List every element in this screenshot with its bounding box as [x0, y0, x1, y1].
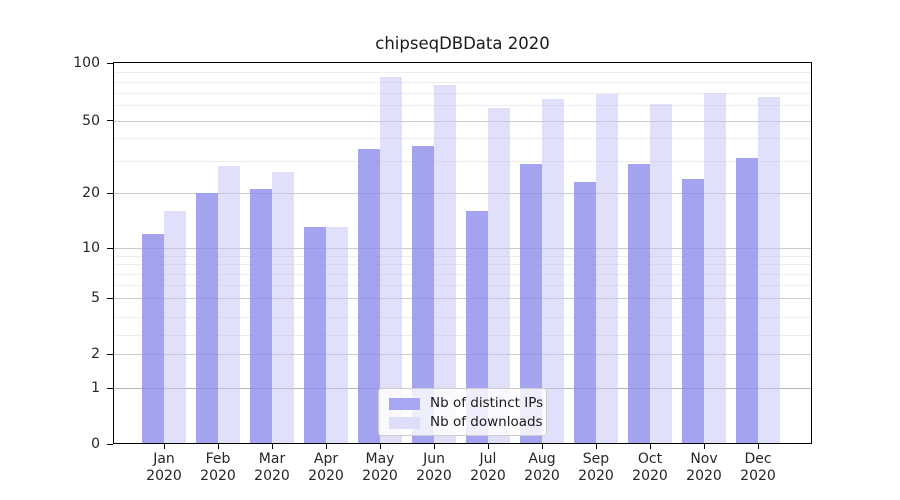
minor-gridline [113, 255, 812, 257]
major-gridline [113, 354, 812, 355]
bar-downloads-mar [272, 172, 294, 444]
x-tick-mark [379, 444, 381, 449]
minor-gridline [113, 264, 812, 266]
y-axis-tick-label: 20 [82, 185, 100, 201]
x-tick-mark [595, 444, 597, 449]
bar-distinct-ips-jun [412, 146, 434, 444]
bar-distinct-ips-sep [574, 181, 596, 444]
legend: Nb of distinct IPs Nb of downloads [378, 388, 547, 436]
minor-gridline [113, 138, 812, 140]
bar-distinct-ips-apr [304, 227, 326, 444]
major-gridline [113, 193, 812, 194]
y-axis-tick-label: 0 [91, 436, 100, 452]
legend-swatch-downloads [389, 416, 420, 429]
bar-distinct-ips-oct [628, 163, 650, 444]
x-tick-mark [649, 444, 651, 449]
minor-gridline [113, 81, 812, 83]
y-tick-mark [107, 192, 113, 194]
y-axis-tick-label: 50 [82, 112, 100, 129]
x-tick-mark [703, 444, 705, 449]
bar-distinct-ips-aug [520, 163, 542, 444]
x-tick-mark [163, 444, 165, 449]
minor-gridline [113, 105, 812, 107]
y-tick-mark [107, 387, 113, 389]
y-axis-tick-label: 2 [91, 346, 100, 362]
y-tick-mark [107, 247, 113, 249]
minor-gridline [113, 273, 812, 275]
x-axis-tick-label: Mar 2020 [254, 451, 290, 484]
x-axis-tick-label: May 2020 [362, 451, 398, 484]
x-axis-tick-label: Jul 2020 [470, 451, 506, 484]
x-tick-mark [217, 444, 219, 449]
x-tick-mark [487, 444, 489, 449]
bar-distinct-ips-dec [736, 158, 758, 444]
bar-distinct-ips-jul [466, 210, 488, 444]
y-axis-tick-label: 1 [91, 380, 100, 396]
x-axis-tick-label: Nov 2020 [686, 451, 722, 484]
bar-downloads-apr [326, 227, 348, 444]
x-axis-tick-label: Aug 2020 [524, 451, 560, 484]
bar-downloads-dec [758, 97, 780, 444]
legend-label-downloads: Nb of downloads [430, 414, 543, 430]
legend-label-distinct-ips: Nb of distinct IPs [430, 395, 544, 411]
x-tick-mark [757, 444, 759, 449]
bar-downloads-feb [218, 166, 240, 444]
x-axis-tick-label: Jan 2020 [146, 451, 182, 484]
bar-downloads-oct [650, 104, 672, 444]
y-axis-tick-label: 5 [91, 290, 100, 306]
bar-distinct-ips-mar [250, 189, 272, 444]
y-axis-tick-label: 100 [73, 55, 100, 71]
x-tick-mark [433, 444, 435, 449]
minor-gridline [113, 316, 812, 318]
bar-downloads-aug [542, 98, 564, 444]
chart-title: chipseqDBData 2020 [375, 34, 550, 53]
y-axis-tick-label: 10 [82, 240, 100, 256]
legend-item-downloads: Nb of downloads [389, 414, 546, 431]
bar-distinct-ips-nov [682, 178, 704, 444]
bar-downloads-may [380, 77, 402, 444]
bar-distinct-ips-jan [142, 233, 164, 444]
bar-downloads-sep [596, 93, 618, 444]
x-axis-tick-label: Sep 2020 [578, 451, 614, 484]
x-axis-tick-label: Jun 2020 [416, 451, 452, 484]
x-axis-tick-label: Dec 2020 [740, 451, 776, 484]
y-tick-mark [107, 120, 113, 122]
bar-downloads-nov [704, 92, 726, 444]
y-tick-mark [107, 297, 113, 299]
major-gridline [113, 120, 812, 122]
x-tick-mark [271, 444, 273, 449]
minor-gridline [113, 71, 812, 73]
x-axis-tick-label: Apr 2020 [308, 451, 344, 484]
x-axis-tick-label: Feb 2020 [200, 451, 236, 484]
minor-gridline [113, 92, 812, 94]
bar-distinct-ips-feb [196, 193, 218, 444]
y-tick-mark [107, 443, 113, 445]
major-gridline [113, 248, 812, 249]
y-tick-mark [107, 353, 113, 355]
x-axis-tick-label: Oct 2020 [632, 451, 668, 484]
x-tick-mark [541, 444, 543, 449]
bar-downloads-jan [164, 210, 186, 444]
minor-gridline [113, 335, 812, 337]
y-tick-mark [107, 62, 113, 64]
legend-swatch-distinct-ips [389, 397, 420, 410]
x-tick-mark [325, 444, 327, 449]
legend-item-distinct-ips: Nb of distinct IPs [389, 395, 546, 412]
bar-distinct-ips-may [358, 148, 380, 444]
bar-downloads-jun [434, 84, 456, 444]
minor-gridline [113, 284, 812, 286]
bar-downloads-jul [488, 108, 510, 444]
minor-gridline [113, 160, 812, 162]
major-gridline [113, 298, 812, 299]
